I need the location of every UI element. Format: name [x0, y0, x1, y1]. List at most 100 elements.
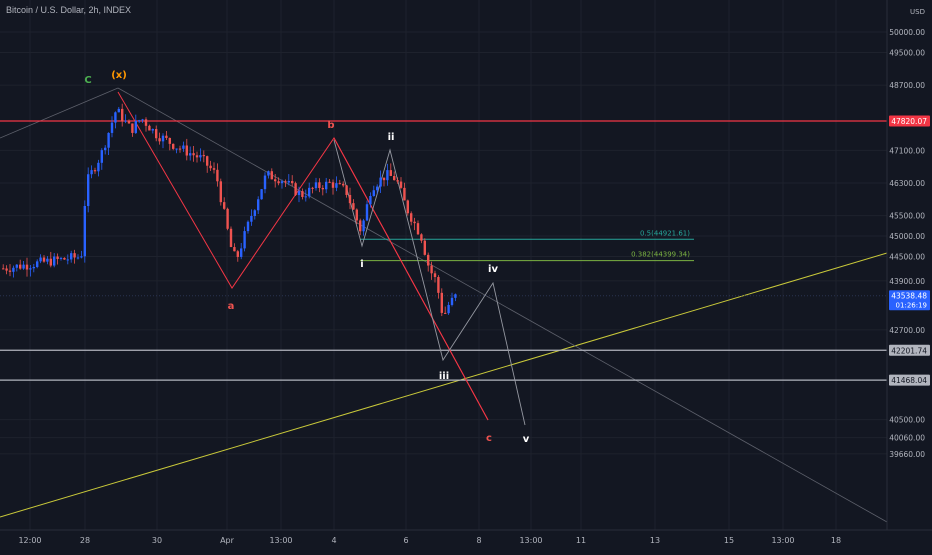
candle-body [212, 168, 216, 170]
price-tick-label: 40500.00 [889, 416, 925, 425]
fib-label: 0.382(44399.34) [631, 251, 690, 259]
candle-body [53, 256, 56, 266]
candle-body [46, 258, 49, 262]
candle-body [311, 187, 314, 189]
candle-body [328, 181, 331, 183]
wave-label-v: v [523, 434, 530, 445]
candle-body [56, 256, 59, 259]
wave-label-iii: iii [439, 371, 449, 382]
candle-body [386, 170, 389, 181]
support-2-price-value: 41468.04 [891, 376, 927, 385]
c-leg-path [333, 137, 489, 421]
candle-body [59, 257, 63, 259]
price-tick-label: 39660.00 [889, 450, 925, 459]
candle-body [124, 120, 127, 122]
wave-label-a: a [228, 301, 235, 312]
time-tick-label: 30 [152, 536, 162, 545]
candle-body [172, 143, 175, 149]
grid [0, 0, 887, 530]
candle-body [365, 204, 369, 221]
candle-body [39, 257, 42, 262]
candle-body [304, 196, 307, 198]
candle-body [420, 234, 423, 241]
descending-trendline [117, 87, 888, 523]
candle-body [182, 145, 185, 149]
candle-body [263, 175, 267, 190]
time-tick-label: 12:00 [18, 536, 41, 545]
price-tick-label: 46300.00 [889, 179, 925, 188]
price-axis-bg [887, 0, 932, 550]
time-tick-label: 6 [403, 536, 408, 545]
fib-label: 0.5(44921.61) [640, 229, 690, 237]
candle-body [246, 221, 250, 232]
candle-body [29, 268, 32, 270]
candle-body [342, 183, 345, 186]
candle-body [168, 137, 171, 144]
candle-body [8, 270, 12, 272]
candle-body [165, 135, 168, 138]
candle-body [97, 162, 100, 172]
candle-body [454, 294, 457, 298]
candle-body [195, 155, 199, 158]
time-axis[interactable]: 12:00 28 30 Apr 13:00 4 6 8 13:00 11 13 15 13:00 18 [0, 529, 932, 545]
candle-body [433, 273, 437, 278]
price-axis[interactable]: 50000.00 49500.00 48700.00 47100.00 46300.00… [886, 0, 932, 550]
yellow-trendline [0, 252, 888, 518]
candle-body [66, 259, 69, 261]
candle-body [114, 112, 117, 123]
current-price-value: 43538.48 [891, 292, 927, 301]
candle-body [301, 191, 304, 197]
candle-body [90, 170, 93, 175]
candle-body [185, 145, 188, 156]
time-tick-label: 28 [80, 536, 90, 545]
candle-body [280, 181, 284, 184]
candle-body [104, 147, 107, 151]
candle-body [121, 108, 124, 122]
candle-body [209, 165, 212, 169]
candle-body [382, 177, 386, 181]
candle-body [73, 253, 76, 258]
wave-label-i: i [360, 259, 363, 270]
current-price-badge [889, 290, 930, 311]
candle-body [134, 120, 137, 133]
candle-body [338, 183, 341, 185]
candle-body [49, 258, 52, 266]
price-tick-label: 47100.00 [889, 146, 925, 155]
candle-body [236, 251, 239, 257]
candle-body [325, 181, 328, 190]
candle-body [257, 199, 260, 211]
candles [2, 103, 457, 317]
candle-body [107, 132, 110, 148]
candle-body [138, 120, 141, 122]
price-tick-label: 45000.00 [889, 232, 925, 241]
candle-body [151, 129, 154, 131]
candle-body [260, 189, 263, 200]
candle-body [19, 264, 22, 269]
candle-body [192, 153, 195, 156]
candle-body [345, 185, 348, 195]
candle-body [410, 213, 413, 222]
price-tick-label: 48700.00 [889, 81, 925, 90]
candle-body [287, 181, 290, 183]
candle-body [32, 267, 35, 269]
time-tick-label: 4 [331, 536, 336, 545]
candle-body [63, 257, 66, 260]
candle-body [42, 257, 46, 262]
candle-body [427, 254, 430, 266]
candle-body [372, 190, 375, 196]
candle-body [175, 148, 178, 150]
time-tick-label: 8 [476, 536, 481, 545]
red-resistance-price-badge [889, 115, 930, 127]
candle-body [294, 183, 297, 196]
candle-body [369, 195, 372, 205]
candle-body [76, 257, 80, 259]
time-tick-label: Apr [220, 536, 235, 545]
drawing-overlays: 0.5(44921.61) 0.382(44399.34) [0, 87, 888, 523]
candle-body [376, 186, 379, 191]
candle-body [189, 153, 192, 156]
candle-body [291, 181, 294, 184]
candle-body [117, 108, 120, 113]
candle-body [423, 240, 426, 255]
